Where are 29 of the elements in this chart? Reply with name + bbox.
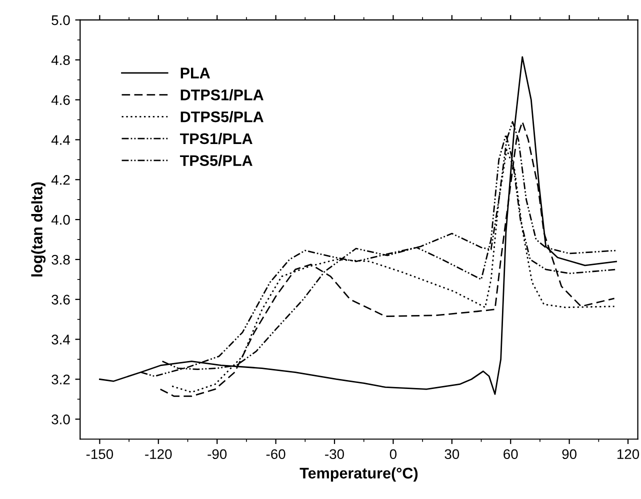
y-tick-label: 3.0 (52, 414, 70, 424)
legend-label: TPS1/PLA (180, 132, 252, 144)
legend-label: TPS5/PLA (180, 154, 252, 166)
y-tick-label: 4.8 (51, 55, 70, 66)
x-tick-label: -90 (208, 449, 227, 460)
x-tick-label: 0 (390, 449, 397, 460)
y-tick-label: 3.4 (52, 334, 70, 344)
x-tick-label: -150 (86, 449, 114, 460)
x-tick-label: -120 (145, 449, 172, 460)
x-tick-label: 60 (504, 449, 518, 460)
legend-label: PLA (180, 68, 210, 78)
y-tick-label: 4.6 (51, 95, 70, 105)
x-tick-label: -30 (325, 449, 344, 460)
x-tick-label: 30 (444, 449, 460, 460)
y-axis-title: log(tan delta) (31, 182, 46, 276)
x-tick-label: 120 (617, 449, 640, 460)
y-tick-label: 4.0 (51, 214, 70, 225)
y-tick-label: 4.4 (51, 135, 70, 145)
x-tick-label: 90 (562, 449, 576, 460)
legend-label: DTPS5/PLA (180, 111, 264, 122)
line-series (98, 56, 617, 395)
y-tick-label: 3.2 (52, 374, 70, 384)
x-tick-label: -60 (266, 449, 286, 460)
y-tick-label: 3.6 (52, 294, 70, 305)
y-tick-label: 3.8 (52, 254, 70, 265)
x-axis-title: Temperature(°C) (300, 467, 418, 482)
y-tick-label: 4.2 (51, 174, 70, 185)
y-tick-label: 5.0 (52, 15, 70, 26)
legend-label: DTPS1/PLA (180, 89, 264, 100)
